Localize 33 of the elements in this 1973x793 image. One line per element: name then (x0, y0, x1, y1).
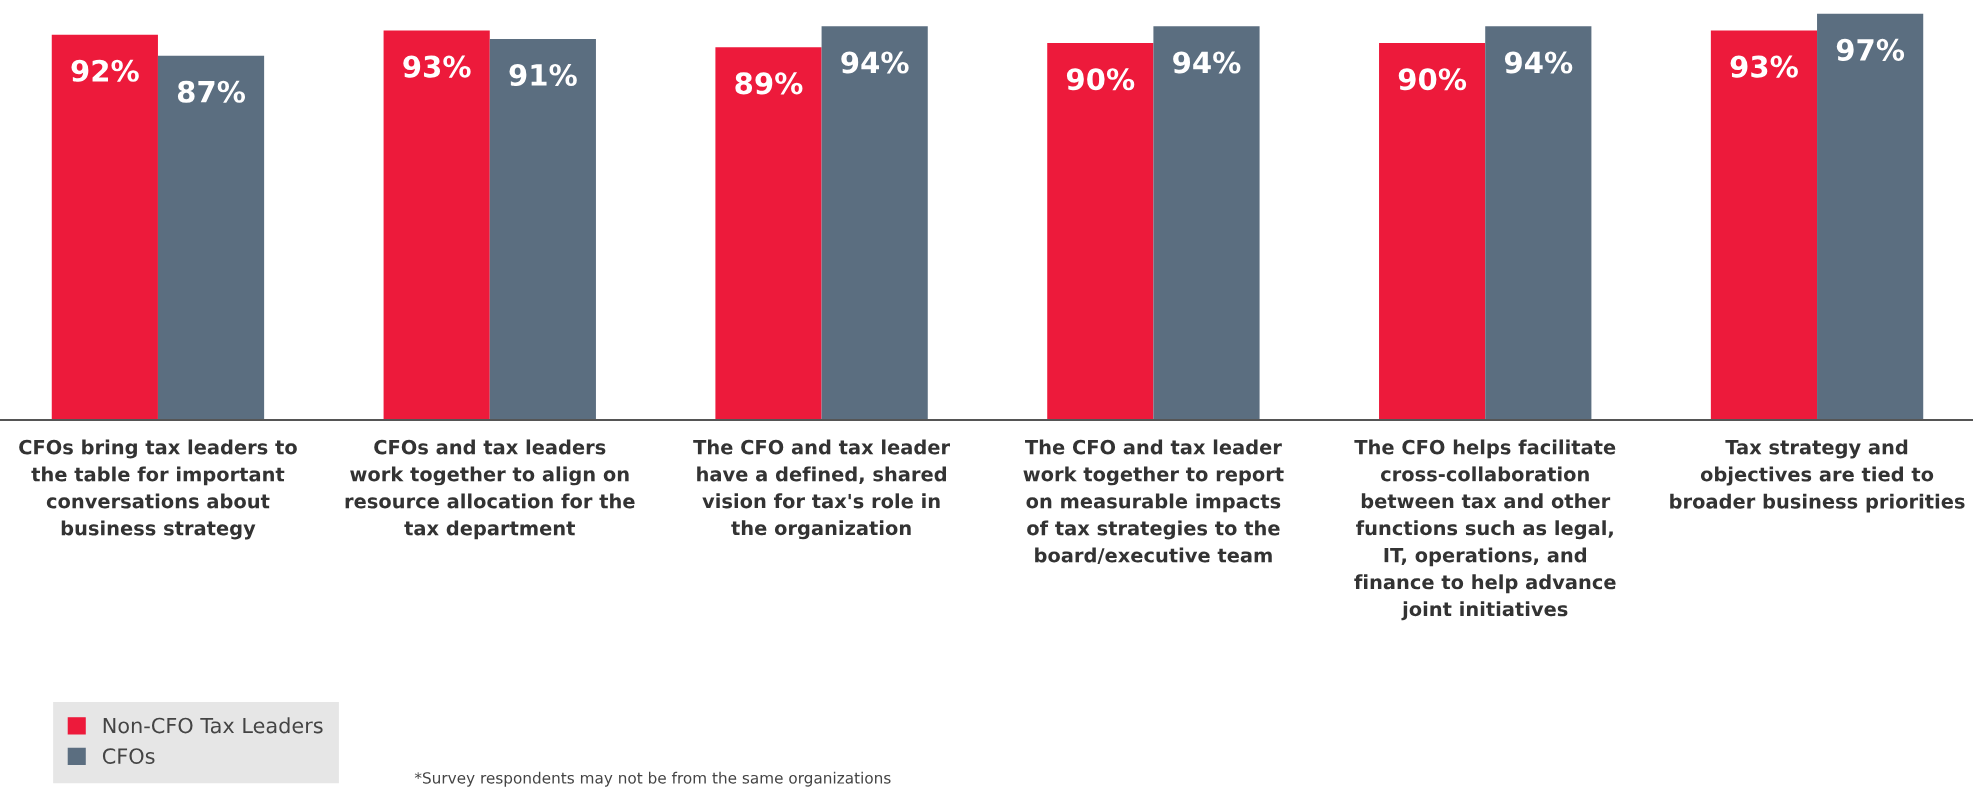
bar (157, 55, 265, 420)
data-label: 90% (1398, 68, 1467, 91)
data-label: 89% (735, 72, 803, 95)
data-label: 93% (403, 55, 471, 78)
data-label: 97% (1836, 38, 1905, 61)
bar (489, 38, 596, 420)
data-label: 93% (1730, 55, 1798, 78)
data-label: 87% (177, 80, 246, 103)
bar (1710, 30, 1818, 420)
text: *Survey respondents may not be from the same organizations (414, 771, 891, 787)
data-label: 94% (1173, 51, 1241, 74)
bar (1153, 26, 1260, 420)
bar (1485, 26, 1592, 420)
bar (1047, 43, 1154, 420)
x-tick-label: CFOs and tax leaders work together to align on resource allocation for the tax department (345, 439, 635, 540)
data-label: 94% (1504, 51, 1573, 74)
data-label: 94% (841, 51, 909, 74)
bar (51, 34, 158, 420)
bar (383, 30, 490, 420)
x-tick-label: The CFO helps facilitate cross-collaboration between tax and other functions such as legal, IT, operations, and finance to help advance joint initiatives (1354, 439, 1616, 621)
x-tick-label: CFOs bring tax leaders to the table for important conversations about business strategy (19, 439, 297, 540)
x-tick-label: Tax strategy and objectives are tied to broader business priorities (1670, 439, 1965, 513)
legend-label: Non-CFO Tax Leaders (103, 717, 323, 734)
data-label: 91% (509, 63, 577, 87)
bar (1817, 13, 1924, 420)
data-label: 90% (1066, 68, 1135, 91)
bar (715, 47, 822, 420)
x-tick-label: The CFO and tax leader work together to report on measurable impacts of tax strategies to the board/executive team (1023, 439, 1284, 565)
bar (821, 26, 928, 420)
legend-label: CFOs (102, 748, 155, 764)
x-tick-label: The CFO and tax leader have a defined, shared vision for tax's role in the organization (693, 439, 951, 540)
bar (1379, 43, 1486, 420)
data-label: 92% (71, 59, 139, 82)
